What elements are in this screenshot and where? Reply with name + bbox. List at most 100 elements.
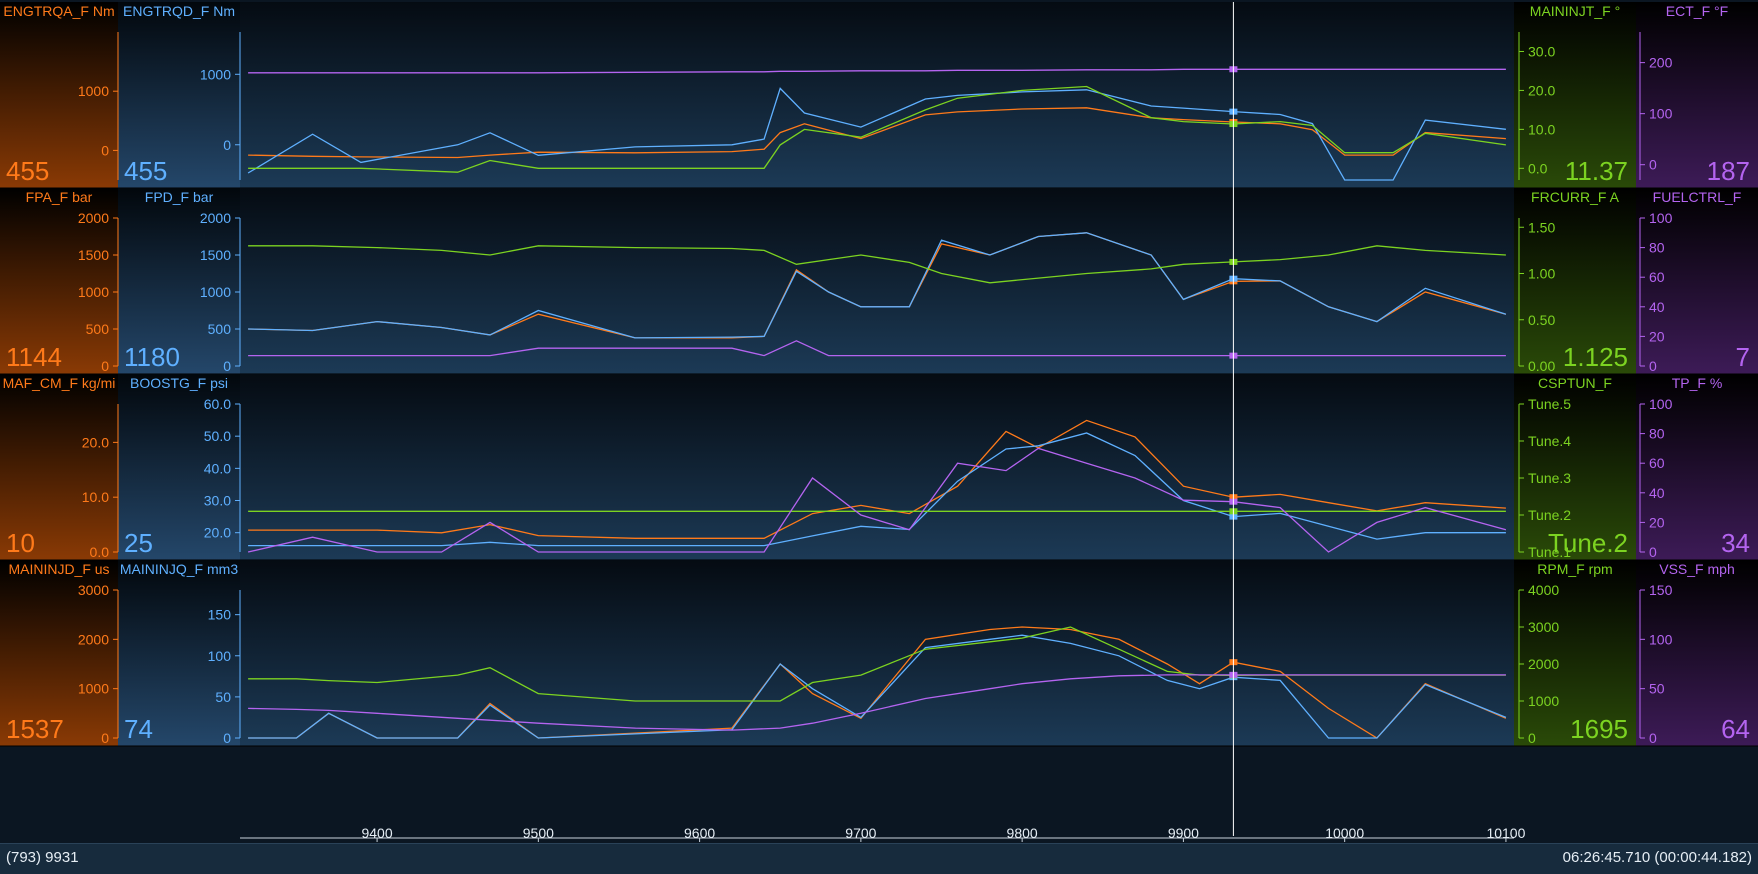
gauge-right-inner-bg xyxy=(1636,374,1758,560)
axis-title-lo: MAF_CM_F kg/mi xyxy=(3,375,116,391)
tick-label: 0.0 xyxy=(1528,160,1548,176)
tick-label: 20.0 xyxy=(1528,82,1555,98)
tick-label: Tune.1 xyxy=(1528,544,1571,560)
tick-label: 0 xyxy=(1649,730,1657,746)
tick-label: 0.00 xyxy=(1528,358,1555,374)
tick-label: 0.0 xyxy=(90,544,110,560)
readout-maininjt-f-: 11.37 xyxy=(1565,156,1628,186)
tick-label: 3000 xyxy=(1528,619,1559,635)
tick-label: 20.0 xyxy=(204,525,231,541)
readout-maininjq-f-mm3: 74 xyxy=(124,714,153,744)
x-tick-label: 10000 xyxy=(1325,825,1364,841)
series-line-maininjq-f-mm3 xyxy=(248,634,1507,739)
series-line-maf-cm-f-kg-mi xyxy=(248,419,1506,539)
axis-title-ro: MAININJT_F ° xyxy=(1530,3,1620,19)
x-tick-label: 9400 xyxy=(361,825,392,841)
tick-label: 150 xyxy=(208,607,232,623)
tick-label: 20 xyxy=(1649,328,1665,344)
readout-vss-f-mph: 64 xyxy=(1721,714,1750,744)
tick-label: 0 xyxy=(101,142,109,158)
x-tick-label: 9900 xyxy=(1168,825,1199,841)
tick-label: 0 xyxy=(223,730,231,746)
tick-label: 50 xyxy=(215,689,231,705)
tick-label: 1.00 xyxy=(1528,266,1555,282)
tick-label: 1000 xyxy=(200,66,231,82)
tick-label: 30.0 xyxy=(1528,43,1555,59)
gauge-left-outer-bg xyxy=(0,560,118,746)
series-line-tp-f- xyxy=(247,447,1507,553)
tick-label: 1000 xyxy=(78,681,109,697)
readout-boostg-f-psi: 25 xyxy=(124,528,153,558)
tick-label: 100 xyxy=(1649,106,1673,122)
gauge-left-outer-bg xyxy=(0,188,118,374)
tick-label: 80 xyxy=(1649,240,1665,256)
tick-label: Tune.5 xyxy=(1528,396,1571,412)
tick-label: 1000 xyxy=(78,284,109,300)
tick-label: Tune.2 xyxy=(1528,507,1571,523)
tick-label: 60 xyxy=(1649,269,1665,285)
tick-label: Tune.4 xyxy=(1528,433,1571,449)
gauge-right-inner-bg xyxy=(1636,560,1758,746)
gauge-left-inner-bg xyxy=(118,2,240,188)
plot-area-bg[interactable] xyxy=(240,188,1514,374)
tick-label: 1500 xyxy=(78,247,109,263)
tick-label: 2000 xyxy=(78,631,109,647)
tick-label: 150 xyxy=(1649,582,1673,598)
tick-label: 2000 xyxy=(200,210,231,226)
gauge-left-outer-bg xyxy=(0,2,118,188)
tick-label: 1000 xyxy=(1528,693,1559,709)
readout-fpa-f-bar: 1144 xyxy=(6,342,62,372)
tick-label: 10.0 xyxy=(1528,121,1555,137)
plot-area-bg[interactable] xyxy=(240,560,1514,746)
plot-area-bg[interactable] xyxy=(240,374,1514,560)
readout-frcurr-f-a: 1.125 xyxy=(1563,342,1628,372)
panel-boost: MAF_CM_F kg/mi 0.0 10.0 20.0 10 BOOSTG_F psi 2… xyxy=(0,374,1758,561)
tick-label: 0 xyxy=(1649,358,1657,374)
x-tick-label: 9600 xyxy=(684,825,715,841)
tick-label: 4000 xyxy=(1528,582,1559,598)
readout-ect-f-f: 187 xyxy=(1707,156,1750,186)
gauge-right-outer-bg xyxy=(1514,374,1636,560)
plot-area-bg[interactable] xyxy=(240,2,1514,188)
axis-title-li: MAININJQ_F mm3 xyxy=(120,561,238,577)
tick-label: 80 xyxy=(1649,426,1665,442)
tick-label: 2000 xyxy=(78,210,109,226)
gauge-right-outer-bg xyxy=(1514,560,1636,746)
tick-label: 50.0 xyxy=(204,428,231,444)
x-tick-label: 9800 xyxy=(1007,825,1038,841)
tick-label: 60 xyxy=(1649,455,1665,471)
tick-label: 0 xyxy=(223,137,231,153)
tick-label: 1000 xyxy=(78,83,109,99)
gauge-right-outer-bg xyxy=(1514,2,1636,188)
gauge-left-inner-bg xyxy=(118,374,240,560)
tick-label: 500 xyxy=(86,321,110,337)
x-tick-label: 9500 xyxy=(523,825,554,841)
tick-label: Tune.3 xyxy=(1528,470,1571,486)
tick-label: 100 xyxy=(1649,631,1673,647)
gauge-left-inner-bg xyxy=(118,560,240,746)
tick-label: 40 xyxy=(1649,299,1665,315)
series-line-fuelctrl-f xyxy=(248,340,1506,357)
readout-fpd-f-bar: 1180 xyxy=(124,342,180,372)
tick-label: 20 xyxy=(1649,514,1665,530)
axis-title-ri: VSS_F mph xyxy=(1659,561,1734,577)
tick-label: 60.0 xyxy=(204,396,231,412)
series-line-engtrqa-f-nm xyxy=(248,107,1506,159)
axis-title-li: FPD_F bar xyxy=(145,189,214,205)
gauge-right-inner-bg xyxy=(1636,188,1758,374)
gauge-left-outer-bg xyxy=(0,374,118,560)
axis-title-ri: ECT_F °F xyxy=(1666,3,1728,19)
series-line-engtrqd-f-nm xyxy=(247,87,1506,181)
tick-label: 10.0 xyxy=(82,489,109,505)
tick-label: 0 xyxy=(101,358,109,374)
status-bar: (793) 9931 06:26:45.710 (00:00:44.182) xyxy=(0,843,1758,874)
x-tick-label: 9700 xyxy=(845,825,876,841)
timestamp-readout: 06:26:45.710 (00:00:44.182) xyxy=(1562,849,1752,866)
axis-title-li: ENGTRQD_F Nm xyxy=(123,3,235,19)
sample-index-readout: (793) 9931 xyxy=(6,849,79,866)
tick-label: 2000 xyxy=(1528,656,1559,672)
